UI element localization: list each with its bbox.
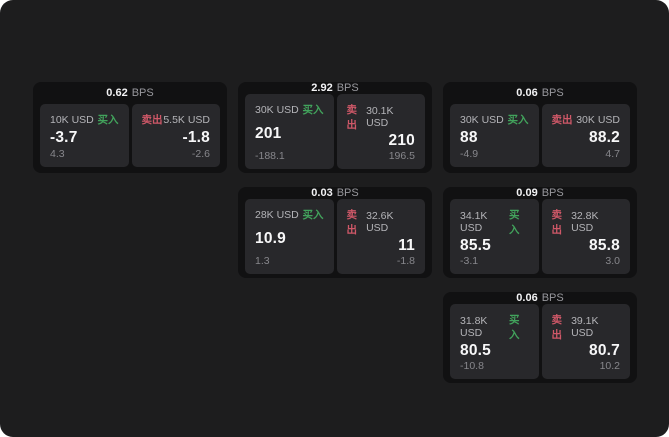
sell-price: 85.8 [589,237,620,254]
quote-card-grid: 0.62 BPS 10K USD 买入 -3.7 4.3 卖出 5.5K USD [33,82,637,383]
bps-value: 0.09 [516,187,538,199]
sell-amount: 39.1K USD [571,315,599,339]
bps-header: 2.92 BPS [245,82,425,94]
buy-delta: -10.8 [460,360,484,372]
buy-sell-panels: 31.8K USD 买入 80.5 -10.8 卖出 39.1K USD 80.… [450,304,630,379]
sell-panel[interactable]: 卖出 32.6K USD 11 -1.8 [336,199,425,274]
buy-delta: 1.3 [255,255,270,267]
bps-value: 0.62 [106,87,128,99]
sell-delta: -1.8 [396,255,415,267]
sell-delta: -2.6 [191,148,210,160]
sell-panel[interactable]: 卖出 30K USD 88.2 4.7 [541,104,630,167]
buy-label: 买入 [302,104,324,116]
bps-header: 0.09 BPS [450,187,630,199]
buy-panel[interactable]: 30K USD 买入 88 -4.9 [450,104,539,167]
buy-delta: -188.1 [255,150,285,162]
buy-panel[interactable]: 30K USD 买入 201 -188.1 [245,94,334,169]
buy-amount: 28K USD [255,208,299,221]
buy-price: 80.5 [460,342,491,359]
buy-price: 85.5 [460,237,491,254]
bps-value: 2.92 [311,82,333,94]
bps-unit-label: BPS [541,292,564,304]
buy-label: 买入 [302,209,324,221]
sell-panel[interactable]: 卖出 30.1K USD 210 196.5 [336,94,425,169]
sell-label: 卖出 [141,114,163,126]
bps-value: 0.06 [516,292,538,304]
sell-amount: 30K USD [576,113,620,126]
sell-price: 11 [398,237,415,254]
bps-unit-label: BPS [541,187,564,199]
buy-delta: -4.9 [460,148,479,160]
buy-sell-panels: 30K USD 买入 201 -188.1 卖出 30.1K USD 210 1… [245,94,425,169]
buy-sell-panels: 30K USD 买入 88 -4.9 卖出 30K USD 88.2 4.7 [450,104,630,167]
sell-price: 88.2 [589,128,620,146]
buy-label: 买入 [97,114,119,126]
buy-panel[interactable]: 31.8K USD 买入 80.5 -10.8 [450,304,539,379]
sell-delta: 196.5 [388,150,415,162]
buy-panel[interactable]: 34.1K USD 买入 85.5 -3.1 [450,199,539,274]
sell-price: -1.8 [182,128,210,146]
buy-price: -3.7 [50,128,78,146]
buy-amount: 30K USD [460,113,504,126]
sell-panel[interactable]: 卖出 5.5K USD -1.8 -2.6 [131,104,220,167]
bps-header: 0.06 BPS [450,82,630,104]
quote-card: 0.06 BPS 30K USD 买入 88 -4.9 卖出 30K USD [443,82,637,173]
bps-header: 0.03 BPS [245,187,425,199]
sell-amount: 32.8K USD [571,210,599,234]
bps-unit-label: BPS [541,87,564,99]
quote-card: 0.06 BPS 31.8K USD 买入 80.5 -10.8 卖出 39.1… [443,292,637,383]
bps-unit-label: BPS [336,82,359,94]
bps-value: 0.03 [311,187,333,199]
buy-delta: -3.1 [460,255,479,267]
quote-card: 0.62 BPS 10K USD 买入 -3.7 4.3 卖出 5.5K USD [33,82,227,173]
bps-value: 0.06 [516,87,538,99]
buy-amount: 34.1K USD [460,210,488,234]
quote-card: 2.92 BPS 30K USD 买入 201 -188.1 卖出 30.1K … [238,82,432,173]
sell-amount: 5.5K USD [163,113,210,126]
sell-price: 80.7 [589,342,620,359]
sell-delta: 4.7 [605,148,620,160]
buy-sell-panels: 34.1K USD 买入 85.5 -3.1 卖出 32.8K USD 85.8… [450,199,630,274]
bps-header: 0.06 BPS [450,292,630,304]
buy-delta: 4.3 [50,148,65,160]
sell-amount: 32.6K USD [366,210,394,234]
sell-amount: 30.1K USD [366,105,394,129]
buy-sell-panels: 28K USD 买入 10.9 1.3 卖出 32.6K USD 11 -1.8 [245,199,425,274]
quote-card: 0.03 BPS 28K USD 买入 10.9 1.3 卖出 32.6K US… [238,187,432,278]
buy-label: 买入 [507,114,529,126]
buy-amount: 10K USD [50,113,94,126]
buy-panel[interactable]: 28K USD 买入 10.9 1.3 [245,199,334,274]
buy-panel[interactable]: 10K USD 买入 -3.7 4.3 [40,104,129,167]
buy-sell-panels: 10K USD 买入 -3.7 4.3 卖出 5.5K USD -1.8 -2.… [40,104,220,167]
sell-label: 卖出 [551,209,563,236]
bps-header: 0.62 BPS [40,82,220,104]
sell-label: 卖出 [551,114,573,126]
sell-delta: 3.0 [605,255,620,267]
sell-panel[interactable]: 卖出 32.8K USD 85.8 3.0 [541,199,630,274]
buy-price: 201 [255,124,282,142]
buy-label: 买入 [508,209,520,236]
bps-unit-label: BPS [336,187,359,199]
bps-unit-label: BPS [131,87,154,99]
sell-label: 卖出 [346,104,358,131]
sell-delta: 10.2 [599,360,620,372]
sell-label: 卖出 [346,209,358,236]
buy-label: 买入 [508,314,520,341]
buy-price: 10.9 [255,229,286,247]
quote-card: 0.09 BPS 34.1K USD 买入 85.5 -3.1 卖出 32.8K… [443,187,637,278]
sell-panel[interactable]: 卖出 39.1K USD 80.7 10.2 [541,304,630,379]
buy-amount: 30K USD [255,103,299,116]
buy-amount: 31.8K USD [460,315,488,339]
sell-price: 210 [388,132,415,149]
buy-price: 88 [460,128,478,146]
sell-label: 卖出 [551,314,563,341]
